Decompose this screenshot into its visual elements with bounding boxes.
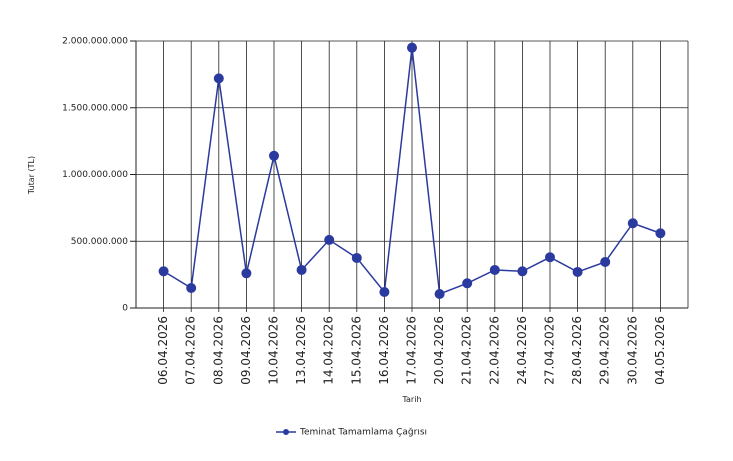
point <box>241 268 252 279</box>
point <box>572 266 583 277</box>
legend-marker <box>283 429 289 435</box>
y-tick-label: 2.000.000.000 <box>62 37 128 47</box>
point <box>655 228 666 239</box>
point <box>462 278 473 289</box>
point <box>489 264 500 275</box>
x-tick-label: 30.04.2026 <box>625 316 639 385</box>
point <box>158 266 169 277</box>
point <box>627 218 638 229</box>
x-tick-label: 13.04.2026 <box>294 316 308 385</box>
point <box>545 252 555 263</box>
point <box>186 282 197 293</box>
y-axis-label: Tutar (TL) <box>27 156 36 195</box>
y-tick-label: 500.000.000 <box>71 237 129 247</box>
x-tick-label: 29.04.2026 <box>598 316 612 385</box>
x-tick-label: 09.04.2026 <box>239 316 253 385</box>
x-tick-label: 15.04.2026 <box>349 316 363 385</box>
point <box>379 286 390 297</box>
x-tick-label: 16.04.2026 <box>377 316 391 385</box>
x-tick-label: 04.05.2026 <box>653 316 667 385</box>
y-tick-label: 1.000.000.000 <box>62 170 128 180</box>
legend-label: Teminat Tamamlama Çağrısı <box>299 428 427 438</box>
x-tick-label: 24.04.2026 <box>515 316 529 385</box>
point <box>434 288 445 299</box>
x-tick-label: 20.04.2026 <box>432 316 446 385</box>
point <box>517 266 528 277</box>
point <box>296 264 307 275</box>
x-tick-label: 10.04.2026 <box>267 316 281 385</box>
x-tick-label: 14.04.2026 <box>322 316 336 385</box>
x-tick-label: 17.04.2026 <box>405 316 419 385</box>
point <box>351 252 362 263</box>
x-tick-label: 27.04.2026 <box>543 316 557 385</box>
x-tick-label: 06.04.2026 <box>156 316 170 385</box>
x-tick-label: 21.04.2026 <box>460 316 474 385</box>
point <box>269 150 279 161</box>
point <box>600 256 611 267</box>
y-tick-label: 0 <box>122 304 128 314</box>
x-tick-label: 07.04.2026 <box>184 316 198 385</box>
x-axis-label: Tarih <box>401 395 421 404</box>
x-tick-label: 08.04.2026 <box>211 316 225 385</box>
y-tick-label: 1.500.000.000 <box>62 103 128 113</box>
point <box>324 234 335 245</box>
point <box>213 73 224 84</box>
x-tick-label: 28.04.2026 <box>570 316 584 385</box>
point <box>407 42 417 53</box>
x-tick-label: 22.04.2026 <box>487 316 501 385</box>
